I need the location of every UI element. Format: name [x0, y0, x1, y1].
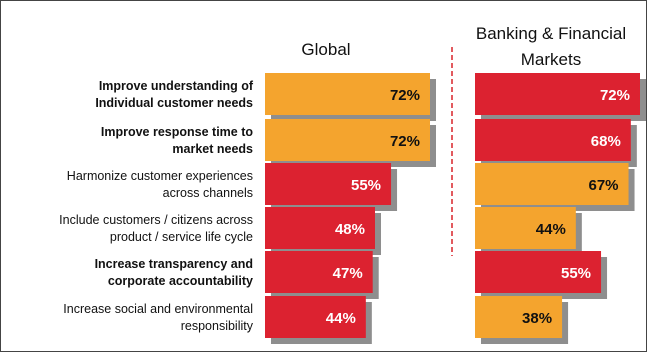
panel-titles: Global Banking & Financial Markets: [301, 24, 626, 69]
category-label-line: responsibility: [181, 319, 254, 333]
panel-title-line: Markets: [521, 50, 581, 69]
bar-value-label: 55%: [561, 265, 591, 282]
category-labels: Improve understanding of Individual custo…: [59, 79, 254, 333]
category-label: Harmonize customer experiences across cha…: [67, 169, 253, 200]
category-label-line: Increase social and environmental: [63, 302, 253, 316]
bar: [265, 296, 366, 338]
bar: [265, 207, 375, 249]
category-label-line: Improve response time to: [101, 125, 253, 139]
category-label: Include customers / citizens across produ…: [59, 213, 253, 244]
category-label-line: Improve understanding of: [99, 79, 254, 93]
panel-title: Banking & Financial Markets: [476, 24, 626, 69]
bar-value-label: 44%: [536, 221, 566, 238]
bar-value-label: 55%: [351, 177, 381, 194]
bar: [475, 251, 602, 293]
category-label-line: market needs: [172, 142, 253, 156]
category-label: Improve response time to market needs: [101, 125, 253, 156]
bar: [265, 119, 430, 161]
bar: [475, 163, 629, 205]
bar: [265, 251, 373, 293]
category-label-line: Individual customer needs: [95, 96, 253, 110]
category-label: Increase transparency and corporate accou…: [95, 257, 253, 288]
bar: [475, 119, 631, 161]
panel-title-line: Global: [301, 40, 350, 59]
bar: [475, 296, 563, 338]
category-label-line: across channels: [163, 186, 253, 200]
panel-title: Global: [301, 40, 350, 59]
bar-panels: 72% 72% 55% 48% 47% 44% 72% 68% 67% 44% 55% 38%: [265, 73, 646, 344]
bar-value-label: 68%: [591, 133, 621, 150]
category-label-line: Harmonize customer experiences: [67, 169, 253, 183]
category-label: Increase social and environmental respons…: [63, 302, 253, 333]
bar-value-label: 72%: [600, 87, 630, 104]
bar-value-label: 48%: [335, 221, 365, 238]
bar-value-label: 47%: [333, 265, 363, 282]
bar: [265, 73, 430, 115]
bar-value-label: 44%: [326, 310, 356, 327]
category-label-line: corporate accountability: [108, 274, 253, 288]
category-label-line: Include customers / citizens across: [59, 213, 253, 227]
bar: [265, 163, 392, 205]
bar-panel: 72% 68% 67% 44% 55% 38%: [475, 73, 646, 344]
category-label: Improve understanding of Individual custo…: [95, 79, 254, 110]
category-label-line: product / service life cycle: [110, 230, 253, 244]
panel-title-line: Banking & Financial: [476, 24, 626, 43]
bar-value-label: 38%: [522, 310, 552, 327]
bar-value-label: 72%: [390, 87, 420, 104]
bar-panel: 72% 72% 55% 48% 47% 44%: [265, 73, 436, 344]
bar: [475, 73, 640, 115]
bar: [475, 207, 576, 249]
bar-value-label: 67%: [589, 177, 619, 194]
category-label-line: Increase transparency and: [95, 257, 253, 271]
bar-value-label: 72%: [390, 133, 420, 150]
